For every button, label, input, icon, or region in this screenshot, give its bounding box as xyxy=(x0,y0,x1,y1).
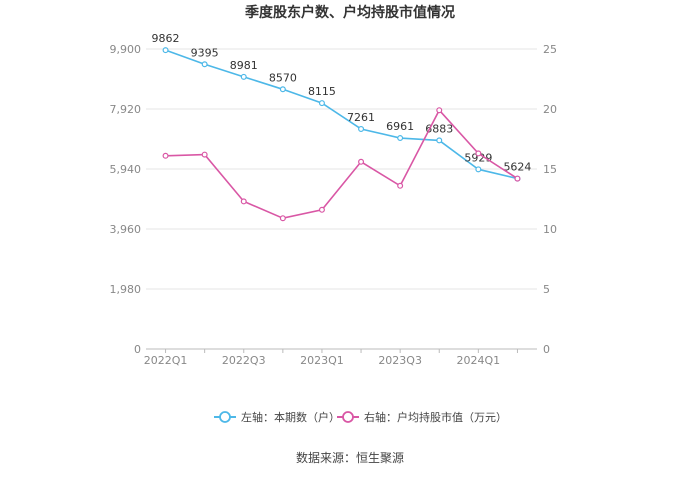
x-tick-label: 2022Q3 xyxy=(222,354,266,367)
legend-marker-1 xyxy=(219,411,231,423)
data-point-2 xyxy=(358,158,365,165)
data-point-2 xyxy=(162,152,169,159)
x-tick-label: 2023Q3 xyxy=(378,354,422,367)
data-label: 6961 xyxy=(386,120,414,133)
axes: 0 1,980 3,960 5,940 7,920 9,900 0 5 10 15 20 25 2022… xyxy=(110,43,558,367)
data-point-1 xyxy=(397,135,404,142)
data-label: 8981 xyxy=(230,59,258,72)
right-tick-label: 20 xyxy=(543,103,557,116)
data-label: 5624 xyxy=(503,161,531,174)
x-tick-label: 2022Q1 xyxy=(144,354,188,367)
right-tick-label: 15 xyxy=(543,163,557,176)
right-tick-label: 5 xyxy=(543,283,550,296)
x-tick-label: 2023Q1 xyxy=(300,354,344,367)
data-point-2 xyxy=(397,182,404,189)
x-tick-label: 2024Q1 xyxy=(457,354,501,367)
grid-lines xyxy=(146,48,537,290)
left-tick-label: 9,900 xyxy=(110,43,142,56)
data-point-2 xyxy=(514,175,521,182)
data-point-2 xyxy=(475,150,482,157)
data-point-1 xyxy=(279,86,286,93)
left-tick-label: 5,940 xyxy=(110,163,142,176)
data-point-2 xyxy=(318,206,325,213)
data-point-2 xyxy=(240,198,247,205)
data-label: 9862 xyxy=(152,32,180,45)
left-tick-label: 7,920 xyxy=(110,103,142,116)
data-point-2 xyxy=(279,215,286,222)
data-point-2 xyxy=(436,107,443,114)
data-point-1 xyxy=(201,61,208,68)
left-tick-label: 0 xyxy=(134,343,141,356)
right-tick-label: 25 xyxy=(543,43,557,56)
source-note: 数据来源：恒生聚源 xyxy=(296,450,404,465)
right-tick-label: 10 xyxy=(543,223,557,236)
legend: 左轴：本期数（户） 右轴：户均持股市值（万元） xyxy=(214,410,507,424)
left-tick-label: 1,980 xyxy=(110,283,142,296)
series-line-1 xyxy=(165,49,518,180)
data-label: 8570 xyxy=(269,71,297,84)
left-tick-label: 3,960 xyxy=(110,223,142,236)
data-label: 8115 xyxy=(308,85,336,98)
legend-label-2: 右轴：户均持股市值（万元） xyxy=(364,410,507,424)
data-label: 7261 xyxy=(347,111,375,124)
data-label: 5929 xyxy=(464,151,492,164)
data-point-1 xyxy=(162,47,169,54)
legend-label-1: 左轴：本期数（户） xyxy=(241,410,340,424)
series-layer: 9862 9395 8981 8570 8115 7261 6961 6883 5929 5624 xyxy=(152,32,531,222)
data-point-1 xyxy=(318,100,325,107)
data-label: 6883 xyxy=(425,122,453,135)
data-point-1 xyxy=(358,125,365,132)
data-point-2 xyxy=(201,151,208,158)
legend-marker-2 xyxy=(342,411,354,423)
data-point-1 xyxy=(475,166,482,173)
data-point-1 xyxy=(436,137,443,144)
chart-title: 季度股东户数、户均持股市值情况 xyxy=(244,4,455,21)
series-line-2 xyxy=(165,108,518,220)
data-point-1 xyxy=(240,73,247,80)
right-tick-label: 0 xyxy=(543,343,550,356)
data-label: 9395 xyxy=(191,46,219,59)
